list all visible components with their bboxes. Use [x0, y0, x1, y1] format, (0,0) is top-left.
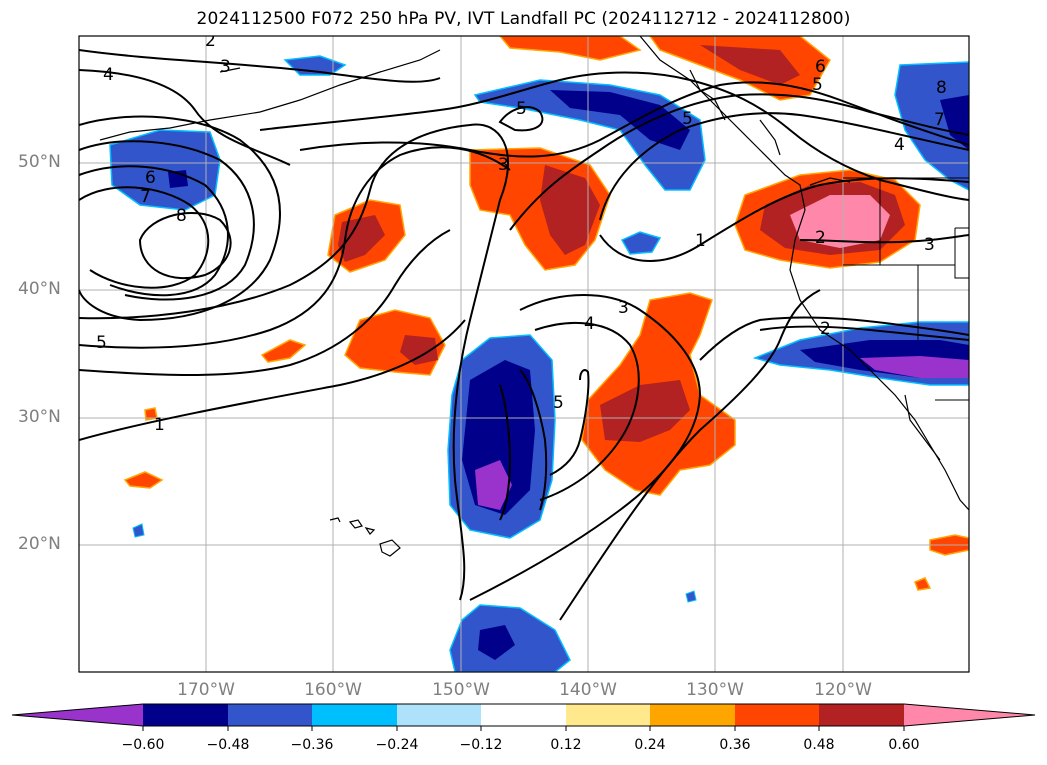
contour-label: 1 — [695, 231, 706, 251]
lat-label: 40°N — [18, 279, 61, 299]
contour-label: 8 — [176, 206, 187, 226]
gridlines — [79, 36, 969, 672]
contour-label: 7 — [140, 187, 151, 207]
lon-label: 120°W — [814, 680, 872, 700]
colorbar-segment — [819, 704, 905, 726]
contour-label: 8 — [936, 78, 947, 98]
shaded-region-negative-extreme — [860, 356, 969, 378]
contour-label: 5 — [812, 75, 823, 95]
colorbar-segment — [735, 704, 820, 726]
contour-label: 3 — [924, 235, 935, 255]
shaded-region-positive — [499, 36, 642, 61]
shaded-region-positive — [260, 339, 307, 363]
colorbar-segment — [397, 704, 482, 726]
colorbar-segment — [650, 704, 736, 726]
colorbar-tick-label: −0.24 — [375, 737, 419, 753]
shaded-region-negative — [685, 590, 697, 603]
contour-label: 4 — [103, 65, 114, 85]
contour-label: 1 — [154, 415, 165, 435]
plot-title: 2024112500 F072 250 hPa PV, IVT Landfall… — [196, 9, 851, 29]
hawaii-islands — [329, 517, 401, 557]
lon-label: 170°W — [177, 680, 235, 700]
shaded-region-positive-extreme — [790, 195, 890, 248]
colorbar-tick-label: −0.12 — [459, 737, 503, 753]
lat-label: 50°N — [18, 152, 61, 172]
colorbar-segment — [481, 704, 567, 726]
lat-label: 20°N — [18, 534, 61, 554]
shaded-region-negative — [894, 61, 969, 191]
shaded-region-positive-strong — [540, 165, 600, 255]
colorbar-segment — [312, 704, 398, 726]
shaded-region-positive — [914, 577, 932, 591]
contour-label: 2 — [205, 31, 216, 51]
contour-label: 6 — [815, 57, 826, 77]
colorbar-tick-label: 0.12 — [550, 737, 582, 753]
contour-label: 4 — [584, 314, 595, 334]
colorbar-tick-label: 0.24 — [634, 737, 666, 753]
lon-label: 160°W — [304, 680, 362, 700]
contour-label: 3 — [220, 57, 231, 77]
colorbar-tick-label: 0.48 — [803, 737, 835, 753]
shaded-region-negative-strong — [478, 625, 515, 660]
shaded-region-positive — [123, 471, 164, 489]
colorbar-tick-label: −0.60 — [121, 737, 165, 753]
shaded-region-positive-strong — [400, 335, 438, 365]
colorbar-tick-label: −0.48 — [206, 737, 250, 753]
colorbar-tick-label: 0.60 — [888, 737, 920, 753]
colorbar-tick-label: −0.36 — [290, 737, 334, 753]
coastlines — [99, 36, 969, 511]
contour-label: 3 — [618, 298, 629, 318]
lon-label: 140°W — [559, 680, 617, 700]
contour-label: 2 — [820, 319, 831, 339]
contour-label: 7 — [934, 110, 945, 130]
shaded-region-negative — [132, 523, 145, 538]
borders — [843, 177, 969, 401]
contour-label: 5 — [682, 109, 693, 129]
colorbar-tick-label: 0.36 — [719, 737, 751, 753]
contour-label: 5 — [553, 393, 564, 413]
shaded-region-positive-strong — [338, 215, 385, 262]
contour-lines — [79, 49, 969, 621]
contour-label: 6 — [145, 168, 156, 188]
shaded-region-positive-strong — [600, 380, 690, 442]
shaded-region-negative-strong — [550, 90, 690, 150]
shaded-region-negative — [620, 231, 662, 255]
lon-label: 150°W — [432, 680, 490, 700]
map-frame — [78, 35, 970, 673]
contour-label: 5 — [96, 333, 107, 353]
contour-label: 3 — [498, 155, 509, 175]
lon-label: 130°W — [686, 680, 744, 700]
contour-label: 4 — [894, 135, 905, 155]
colorbar-segment — [566, 704, 651, 726]
colorbar-segment — [143, 704, 229, 726]
shaded-region-negative-extreme — [475, 460, 512, 510]
shaded-region-positive-strong — [700, 45, 800, 85]
colorbar-extend-max — [904, 704, 1035, 726]
contour-label: 5 — [516, 99, 527, 119]
contour-labels: 2 3 4 6 7 8 5 1 5 3 5 6 5 4 8 7 4 3 1 2 … — [96, 31, 947, 435]
lat-label: 30°N — [18, 407, 61, 427]
contour-label: 2 — [815, 228, 826, 248]
colorbar-extend-min — [12, 704, 143, 726]
shaded-region-negative-strong — [940, 95, 969, 150]
colorbar-segment — [228, 704, 313, 726]
colorbar — [11, 703, 1036, 731]
